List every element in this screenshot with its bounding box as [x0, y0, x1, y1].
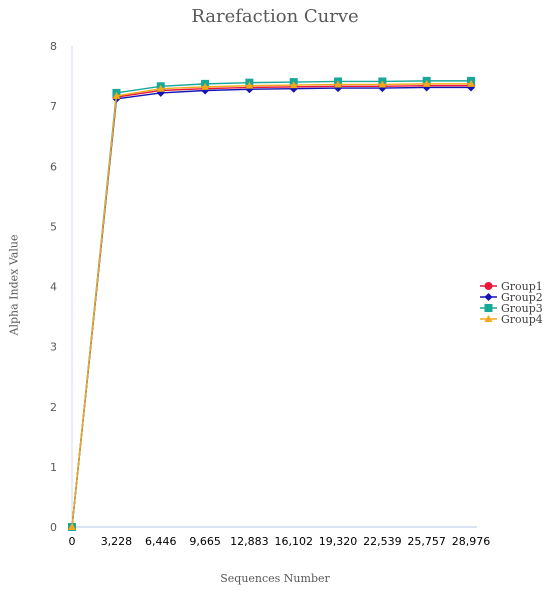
series-line: [71, 83, 471, 528]
legend-item: Group4: [480, 313, 543, 326]
series-line: [71, 86, 471, 528]
chart-title: Rarefaction Curve: [191, 6, 359, 27]
series-group1: [68, 81, 475, 531]
data-point: [422, 79, 431, 87]
series-group2: [68, 83, 475, 531]
data-point: [68, 523, 76, 530]
y-tick-label: 2: [50, 401, 57, 414]
y-tick-label: 6: [50, 160, 57, 173]
legend-item: Group1: [480, 280, 543, 293]
legend-label: Group1: [501, 280, 543, 293]
x-tick-label: 9,665: [189, 535, 221, 548]
legend-item: Group3: [480, 302, 543, 315]
data-point: [334, 80, 343, 88]
x-tick-label: 22,539: [363, 535, 402, 548]
legend-marker: [484, 315, 493, 322]
axes: 0 1 2 3 4 5 6 7 8 0 3,228 6,446 9,665 12,883 16,102 19,…: [50, 40, 490, 548]
y-tick-label: 1: [50, 461, 57, 474]
x-tick-label: 3,228: [101, 535, 133, 548]
x-axis-label: Sequences Number: [220, 572, 330, 585]
x-tick-label: 12,883: [230, 535, 269, 548]
x-tick-label: 6,446: [145, 535, 177, 548]
series-group4: [68, 79, 475, 530]
data-point: [467, 79, 475, 87]
legend-marker: [484, 282, 493, 290]
data-point: [156, 84, 165, 92]
series-layer: [68, 76, 475, 531]
legend-label: Group2: [501, 291, 543, 304]
x-tick-label: 0: [69, 535, 76, 548]
series-group3: [68, 76, 475, 531]
series-line: [71, 80, 471, 528]
x-tick-label: 16,102: [274, 535, 313, 548]
y-tick-label: 8: [50, 40, 57, 53]
y-tick-label: 7: [50, 100, 57, 113]
data-point: [245, 81, 254, 89]
x-tick-label: 28,976: [452, 535, 491, 548]
y-tick-label: 3: [50, 341, 57, 354]
legend-label: Group3: [501, 302, 543, 315]
x-tick-label: 25,757: [407, 535, 446, 548]
data-point: [378, 80, 387, 88]
series-line: [71, 84, 471, 528]
legend-marker: [484, 304, 493, 312]
legend-label: Group4: [501, 313, 543, 326]
legend-marker: [484, 293, 493, 301]
y-tick-label: 4: [50, 281, 57, 294]
legend-item: Group2: [480, 291, 543, 304]
y-tick-label: 5: [50, 220, 57, 233]
y-tick-label: 0: [50, 521, 57, 534]
data-point: [112, 91, 121, 99]
x-tick-label: 19,320: [319, 535, 358, 548]
data-point: [201, 82, 210, 90]
data-point: [289, 81, 298, 89]
